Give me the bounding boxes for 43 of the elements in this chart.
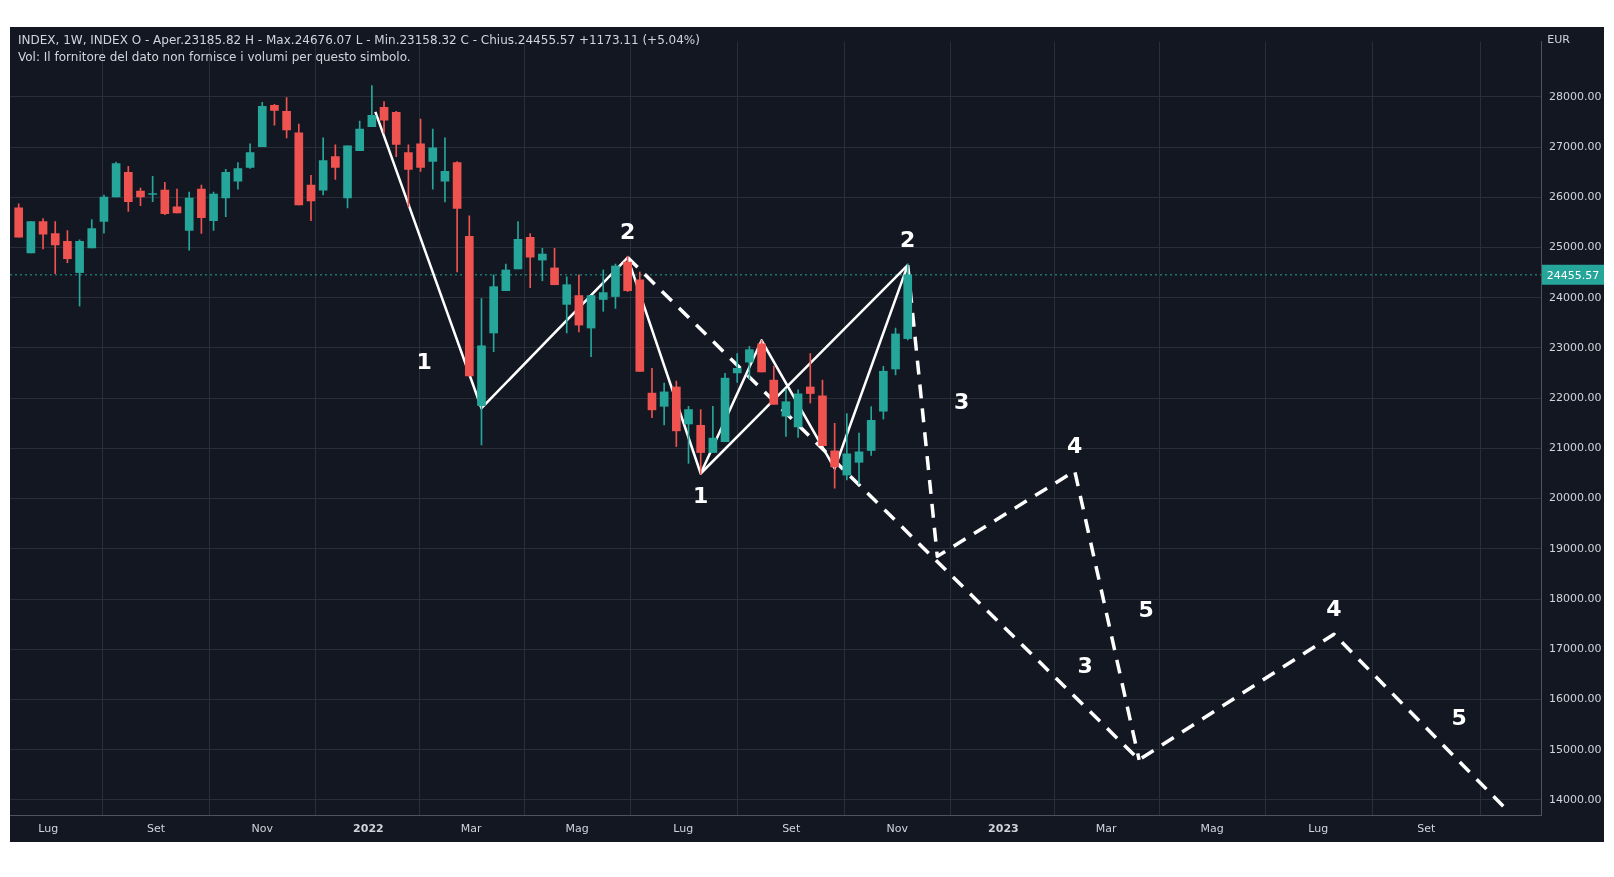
annotation: 2 <box>619 219 636 245</box>
y-axis-title: EUR <box>1547 33 1570 46</box>
annotation: 2 <box>900 226 916 252</box>
x-tick-label: 2023 <box>988 822 1019 836</box>
annotation: 4 <box>1067 432 1083 458</box>
y-tick-label: 17000.00 <box>1549 642 1602 656</box>
annotation: 1 <box>416 348 432 374</box>
x-tick-label: Mar <box>460 822 482 836</box>
annotation: 3 <box>1077 652 1093 678</box>
annotation: 4 <box>1326 595 1342 621</box>
annotation: 1 <box>693 483 709 509</box>
y-tick-label: 15000.00 <box>1549 742 1602 756</box>
y-tick-label: 23000.00 <box>1549 340 1602 354</box>
y-tick-label: 14000.00 <box>1549 792 1602 806</box>
x-tick-label: Mar <box>1095 822 1117 836</box>
y-tick-label: 18000.00 <box>1549 591 1602 605</box>
text: Vol: Il fornitore del dato non fornisce i volumi per questo simbolo. <box>18 50 411 64</box>
annotation: 5 <box>1138 597 1154 623</box>
chart-title: INDEX, 1W, INDEX O - Aper.23185.82 H - Max.24676.07 L - Min.23158.32 C - Chius.24455.57 +1173.11 (+5.04%) <box>18 33 700 47</box>
y-tick-label: 19000.00 <box>1549 541 1602 555</box>
x-tick-label: Lug <box>38 822 59 836</box>
y-tick-label: 24000.00 <box>1549 290 1602 304</box>
annotation: 3 <box>953 388 970 414</box>
x-tick-label: Mag <box>1200 822 1224 836</box>
x-tick-label: Nov <box>251 822 274 836</box>
x-tick-label: Set <box>147 822 166 836</box>
ref-line-label: 24455.57 <box>1546 268 1600 282</box>
y-tick-label: 16000.00 <box>1549 692 1602 706</box>
x-tick-label: Set <box>782 822 801 836</box>
y-tick-label: 28000.00 <box>1549 89 1602 103</box>
x-tick-label: Set <box>1417 822 1436 836</box>
y-tick-label: 21000.00 <box>1549 441 1602 455</box>
x-tick-label: Lug <box>673 822 694 836</box>
y-tick-label: 26000.00 <box>1549 190 1602 204</box>
y-tick-label: 25000.00 <box>1549 240 1602 254</box>
x-tick-label: 2022 <box>353 822 384 836</box>
x-tick-label: Lug <box>1308 822 1329 836</box>
y-tick-label: 20000.00 <box>1549 491 1602 505</box>
y-tick-label: 22000.00 <box>1549 391 1602 405</box>
x-tick-label: Mag <box>565 822 589 836</box>
x-tick-label: Nov <box>886 822 909 836</box>
y-tick-label: 27000.00 <box>1549 139 1602 153</box>
annotation: 5 <box>1451 705 1467 731</box>
